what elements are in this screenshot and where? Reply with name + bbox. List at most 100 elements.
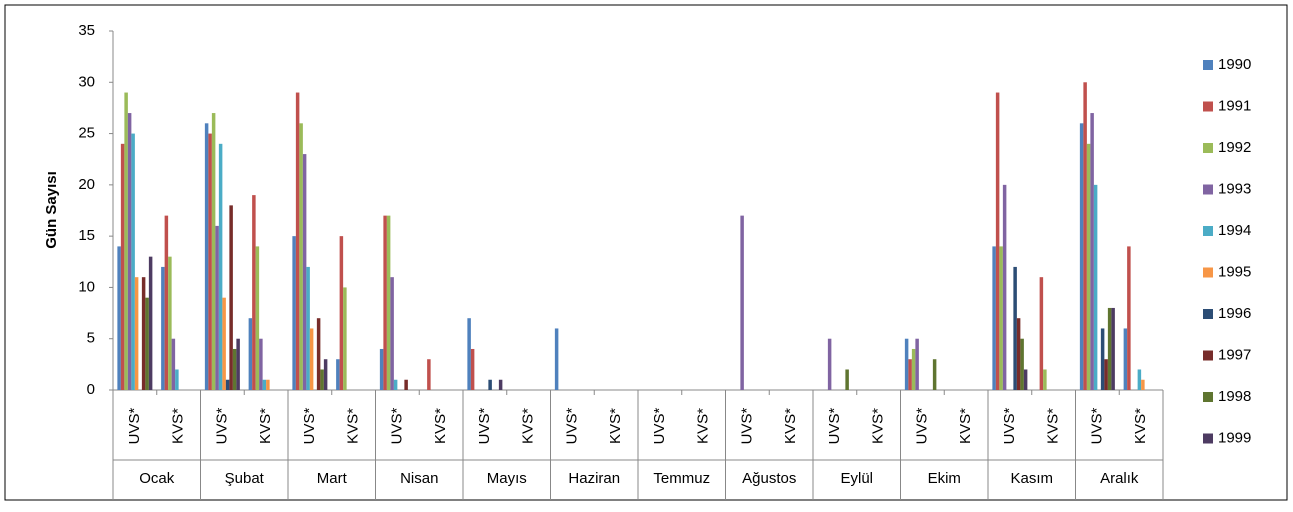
y-tick-label: 10 bbox=[78, 278, 95, 295]
bar bbox=[1141, 379, 1145, 390]
bar bbox=[932, 359, 937, 390]
bar bbox=[299, 123, 303, 391]
bar bbox=[141, 277, 146, 390]
y-tick-label: 0 bbox=[87, 381, 95, 398]
bar bbox=[467, 318, 471, 390]
bar bbox=[204, 123, 209, 391]
bar bbox=[127, 113, 132, 391]
legend-swatch bbox=[1203, 60, 1213, 70]
bar bbox=[255, 246, 260, 390]
bar bbox=[229, 205, 233, 390]
bar bbox=[1090, 113, 1094, 391]
bar bbox=[404, 379, 408, 390]
bar bbox=[1104, 359, 1108, 390]
bar bbox=[222, 297, 226, 390]
bar bbox=[1079, 123, 1084, 391]
bar bbox=[1100, 328, 1105, 390]
x-tick-label: UVS* bbox=[826, 408, 843, 445]
x-tick-label: KVS* bbox=[782, 408, 799, 444]
legend-label: 1997 bbox=[1218, 346, 1251, 363]
bar bbox=[225, 379, 230, 390]
legend-label: 1994 bbox=[1218, 222, 1251, 239]
bar bbox=[134, 277, 139, 390]
y-tick-label: 35 bbox=[78, 22, 95, 39]
bar bbox=[208, 133, 212, 391]
group-label: Nisan bbox=[400, 470, 438, 487]
bar bbox=[236, 338, 240, 390]
legend-swatch bbox=[1203, 184, 1213, 195]
bar bbox=[306, 266, 310, 390]
x-tick-label: UVS* bbox=[126, 408, 143, 445]
bar bbox=[1123, 328, 1128, 390]
y-tick-label: 25 bbox=[78, 125, 95, 142]
legend-swatch bbox=[1203, 350, 1213, 361]
legend-label: 1999 bbox=[1218, 429, 1251, 446]
group-label: Aralık bbox=[1100, 470, 1139, 487]
bar bbox=[148, 256, 153, 390]
x-tick-label: KVS* bbox=[432, 408, 449, 444]
bar bbox=[827, 338, 832, 390]
x-tick-label: KVS* bbox=[607, 408, 624, 444]
x-tick-label: UVS* bbox=[476, 408, 493, 445]
bar bbox=[302, 154, 307, 390]
bar bbox=[168, 256, 172, 390]
bar bbox=[117, 246, 121, 390]
bar bbox=[393, 379, 398, 390]
group-label: Temmuz bbox=[653, 470, 710, 487]
legend-swatch bbox=[1203, 392, 1213, 402]
x-tick-label: UVS* bbox=[651, 408, 668, 445]
bar bbox=[1043, 369, 1047, 390]
x-tick-label: KVS* bbox=[870, 408, 887, 444]
x-tick-label: KVS* bbox=[1045, 408, 1062, 444]
bar bbox=[232, 348, 237, 390]
group-label: Mart bbox=[317, 470, 348, 487]
bar bbox=[215, 225, 219, 390]
bar bbox=[262, 379, 267, 390]
legend-label: 1998 bbox=[1218, 388, 1251, 405]
bar bbox=[131, 133, 135, 391]
bar bbox=[1023, 369, 1028, 390]
bar bbox=[266, 379, 270, 390]
legend-swatch bbox=[1203, 226, 1213, 236]
group-label: Ekim bbox=[928, 470, 961, 487]
x-tick-label: UVS* bbox=[563, 408, 580, 445]
bar bbox=[1002, 184, 1007, 390]
group-label: Haziran bbox=[568, 470, 620, 487]
bar bbox=[295, 92, 300, 391]
bar bbox=[218, 143, 223, 390]
legend-label: 1992 bbox=[1218, 139, 1251, 156]
legend-label: 1993 bbox=[1218, 180, 1251, 197]
bar bbox=[488, 379, 492, 390]
bar bbox=[379, 348, 384, 390]
bar bbox=[309, 328, 314, 390]
bar bbox=[1137, 369, 1142, 390]
bar bbox=[1127, 246, 1131, 390]
y-tick-label: 20 bbox=[78, 176, 95, 193]
legend-swatch bbox=[1203, 267, 1213, 278]
bar bbox=[554, 328, 559, 390]
bar bbox=[175, 369, 179, 390]
group-label: Kasım bbox=[1010, 470, 1053, 487]
bar bbox=[470, 348, 475, 390]
bar bbox=[211, 113, 216, 391]
bar bbox=[171, 338, 176, 390]
bar bbox=[1016, 318, 1021, 390]
y-tick-label: 5 bbox=[87, 330, 95, 347]
legend-label: 1995 bbox=[1218, 263, 1251, 280]
x-tick-label: KVS* bbox=[695, 408, 712, 444]
bar bbox=[339, 236, 344, 390]
bar bbox=[252, 195, 256, 390]
bar bbox=[498, 379, 503, 390]
bar bbox=[1111, 307, 1115, 390]
bar bbox=[292, 236, 296, 390]
bar bbox=[161, 266, 165, 390]
x-tick-label: KVS* bbox=[1132, 408, 1149, 444]
x-tick-label: KVS* bbox=[170, 408, 187, 444]
bar bbox=[316, 318, 321, 390]
bar bbox=[383, 215, 387, 390]
bar bbox=[1107, 307, 1112, 390]
bar bbox=[740, 215, 744, 390]
x-tick-label: KVS* bbox=[345, 408, 362, 444]
bar bbox=[845, 369, 849, 390]
bar bbox=[992, 246, 996, 390]
